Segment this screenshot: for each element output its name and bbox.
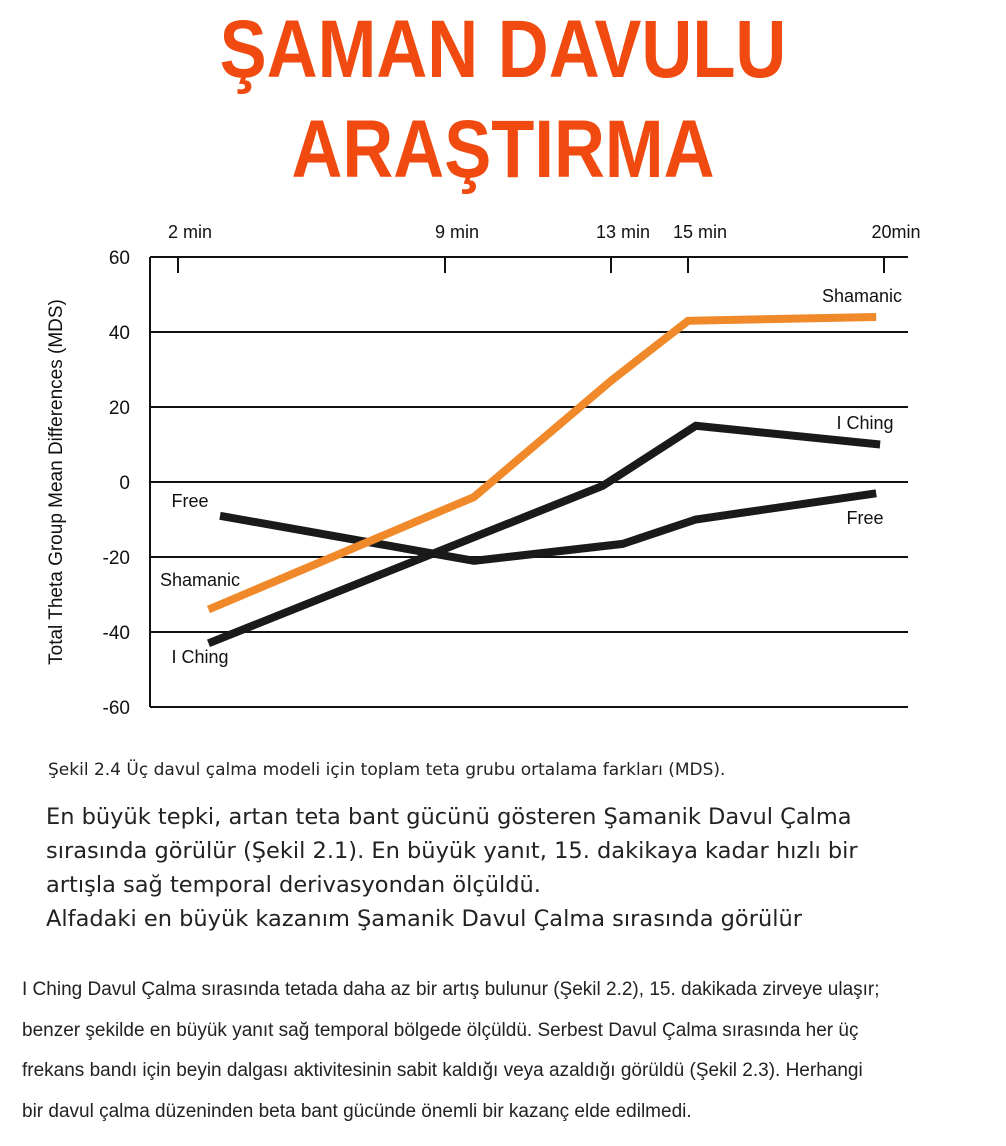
paragraph-line: benzer şekilde en büyük yanıt sağ tempor… bbox=[22, 1019, 859, 1041]
paragraph-line: bir davul çalma düzeninden beta bant güc… bbox=[22, 1100, 692, 1122]
paragraph-line: En büyük tepki, artan teta bant gücünü g… bbox=[46, 804, 852, 830]
paragraph-iching: I Ching Davul Çalma sırasında tetada dah… bbox=[22, 970, 880, 1132]
paragraph-line: I Ching Davul Çalma sırasında tetada dah… bbox=[22, 979, 880, 1000]
paragraph-line: sırasında görülür (Şekil 2.1). En büyük … bbox=[46, 838, 858, 864]
series-label: I Ching bbox=[836, 413, 893, 433]
paragraph-line: artışla sağ temporal derivasyondan ölçül… bbox=[46, 872, 541, 898]
y-tick-label: -60 bbox=[103, 698, 130, 719]
y-tick-label: 40 bbox=[109, 323, 130, 344]
figure-caption: Şekil 2.4 Üç davul çalma modeli için top… bbox=[48, 760, 726, 780]
page-title-line2: ARAŞTIRMA bbox=[291, 104, 715, 195]
paragraph-shamanic: En büyük tepki, artan teta bant gücünü g… bbox=[46, 800, 858, 936]
theta-line-chart: 60 40 20 0 -20 -40 -60 2 min 9 min 13 min 15 min 20… bbox=[46, 222, 921, 719]
series-label: I Ching bbox=[171, 647, 228, 667]
series-label: Free bbox=[846, 508, 883, 528]
series-label: Free bbox=[171, 491, 208, 511]
x-tick-label: 13 min bbox=[596, 222, 650, 242]
series-label: Shamanic bbox=[160, 570, 240, 590]
y-tick-label: -20 bbox=[103, 548, 130, 569]
x-tick-label: 2 min bbox=[168, 222, 212, 242]
series-line-free bbox=[219, 489, 877, 565]
series-line-shamanic bbox=[206, 313, 877, 614]
series-label: Shamanic bbox=[822, 286, 902, 306]
x-tick-label: 15 min bbox=[673, 222, 727, 242]
series-line-i-ching bbox=[207, 421, 881, 648]
y-axis-label: Total Theta Group Mean Differences (MDS) bbox=[46, 299, 67, 665]
y-tick-label: 0 bbox=[119, 473, 130, 494]
paragraph-line: frekans bandı için beyin dalgası aktivit… bbox=[22, 1060, 863, 1081]
x-tick-label: 20min bbox=[871, 222, 920, 242]
paragraph-line: Alfadaki en büyük kazanım Şamanik Davul … bbox=[46, 906, 802, 932]
y-tick-label: 20 bbox=[109, 398, 130, 419]
x-tick-label: 9 min bbox=[435, 222, 479, 242]
page-title-line1: ŞAMAN DAVULU bbox=[219, 4, 787, 95]
y-tick-label: 60 bbox=[109, 248, 130, 269]
y-tick-label: -40 bbox=[103, 623, 130, 644]
